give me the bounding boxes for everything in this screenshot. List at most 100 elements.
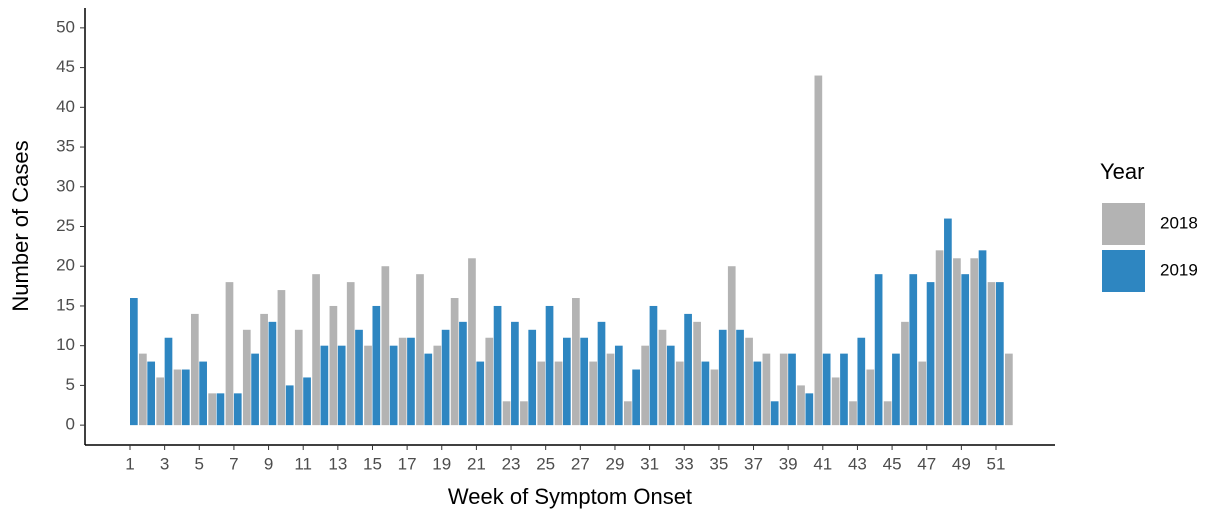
bar [874, 274, 883, 426]
bar [857, 337, 866, 426]
bar [1005, 353, 1013, 426]
bar [277, 290, 286, 426]
x-tick-label: 3 [160, 454, 169, 473]
bar [294, 329, 303, 426]
x-tick-label: 17 [398, 454, 417, 473]
x-tick-label: 25 [536, 454, 555, 473]
bar [337, 345, 346, 426]
y-tick-label: 40 [56, 97, 75, 116]
y-tick-label: 50 [56, 17, 75, 36]
bar [208, 393, 216, 426]
y-tick-label: 0 [66, 415, 75, 434]
bar [762, 353, 771, 426]
x-tick-label: 13 [328, 454, 347, 473]
bar [926, 282, 935, 426]
bar [381, 266, 390, 426]
bar [260, 313, 268, 426]
bar [147, 361, 156, 426]
bar [589, 361, 598, 426]
y-tick-label: 25 [56, 216, 75, 235]
bar [372, 305, 381, 426]
x-tick-label: 41 [813, 454, 832, 473]
x-tick-label: 47 [917, 454, 936, 473]
bar [528, 329, 537, 426]
y-tick-label: 20 [56, 256, 75, 275]
bar [572, 298, 580, 426]
bar [996, 282, 1004, 426]
bar [779, 353, 788, 426]
bar [355, 329, 363, 426]
bar [329, 305, 338, 426]
y-axis-title: Number of Cases [8, 140, 33, 311]
bar [216, 393, 225, 426]
legend-label: 2018 [1160, 213, 1198, 232]
bar [251, 353, 259, 426]
bar [727, 266, 736, 426]
bar [364, 345, 372, 426]
x-tick-label: 39 [779, 454, 798, 473]
bar [303, 377, 311, 426]
bar [468, 258, 476, 426]
legend-key [1102, 250, 1145, 292]
bar [433, 345, 442, 426]
bar [441, 329, 450, 426]
bar [346, 282, 355, 426]
bar [181, 369, 190, 426]
x-tick-label: 51 [987, 454, 1006, 473]
bar [701, 361, 710, 426]
bar [935, 250, 944, 426]
bar [407, 337, 415, 426]
bar [398, 337, 407, 426]
bar [814, 75, 823, 426]
bar [970, 258, 979, 426]
bar [459, 321, 467, 426]
bar [693, 321, 701, 426]
y-tick-label: 5 [66, 375, 75, 394]
bar [745, 337, 753, 426]
bar [953, 258, 961, 426]
x-tick-label: 5 [195, 454, 204, 473]
x-tick-label: 21 [467, 454, 486, 473]
bar [199, 361, 207, 426]
bar [476, 361, 485, 426]
bar [978, 250, 987, 426]
legend-title: Year [1100, 159, 1144, 184]
bar [840, 353, 848, 426]
bar [173, 369, 182, 426]
bar [901, 321, 909, 426]
bar [788, 353, 796, 426]
bar [849, 401, 857, 426]
bar [424, 353, 433, 426]
bar [520, 401, 528, 426]
bar [450, 298, 459, 426]
x-tick-label: 29 [605, 454, 624, 473]
bar [164, 337, 173, 426]
bar [658, 329, 667, 426]
bar [225, 282, 234, 426]
bar [866, 369, 875, 426]
bar [606, 353, 615, 426]
x-axis-title: Week of Symptom Onset [448, 484, 692, 509]
bar [511, 321, 519, 426]
bar [623, 401, 632, 426]
bar [805, 393, 814, 426]
bar [416, 274, 424, 426]
y-tick-label: 30 [56, 176, 75, 195]
x-tick-label: 37 [744, 454, 763, 473]
bar [753, 361, 762, 426]
x-tick-label: 15 [363, 454, 382, 473]
bar [614, 345, 623, 426]
x-tick-label: 35 [709, 454, 728, 473]
bar [987, 282, 996, 426]
bar [684, 313, 692, 426]
bar [710, 369, 719, 426]
bar [493, 305, 502, 426]
x-tick-label: 33 [675, 454, 694, 473]
x-tick-label: 27 [571, 454, 590, 473]
bar [563, 337, 571, 426]
x-tick-label: 9 [264, 454, 273, 473]
x-tick-label: 49 [952, 454, 971, 473]
bar [649, 305, 658, 426]
bar [554, 361, 563, 426]
